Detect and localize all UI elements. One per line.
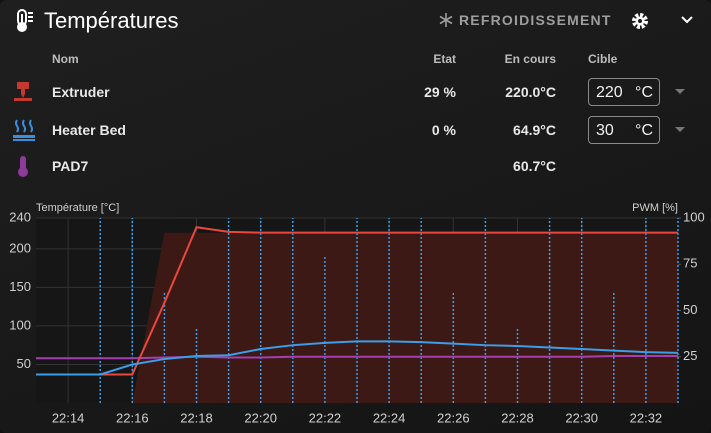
cooldown-button[interactable]: REFROIDISSEMENT xyxy=(459,12,612,28)
target-value: 30 xyxy=(596,122,614,139)
column-header: En cours xyxy=(504,52,556,66)
thermometer-icon xyxy=(17,9,33,32)
y-tick-label: 200 xyxy=(9,240,31,255)
snowflake-icon xyxy=(439,13,453,27)
y2-tick-label: 75 xyxy=(683,256,697,271)
extruder-icon xyxy=(14,82,32,101)
x-tick-label: 22:22 xyxy=(309,410,342,425)
collapse-button[interactable] xyxy=(680,14,694,26)
column-header: Cible xyxy=(588,52,618,66)
x-tick-label: 22:18 xyxy=(180,410,213,425)
target-input[interactable]: 220 °C xyxy=(588,78,660,106)
row-state: 0 % xyxy=(431,122,456,138)
row-name: PAD7 xyxy=(52,158,89,174)
y2-tick-label: 50 xyxy=(683,302,697,317)
temperature-line xyxy=(36,354,678,360)
x-tick-label: 22:16 xyxy=(116,410,149,425)
x-tick-label: 22:30 xyxy=(565,410,598,425)
x-tick-label: 22:20 xyxy=(244,410,277,425)
y-tick-label: 100 xyxy=(9,317,31,332)
x-tick-label: 22:24 xyxy=(373,410,406,425)
target-dropdown[interactable] xyxy=(674,88,686,96)
row-current: 64.9°C xyxy=(513,122,556,138)
target-dropdown[interactable] xyxy=(674,126,686,134)
column-header: Nom xyxy=(52,52,79,66)
column-header: Etat xyxy=(433,52,456,66)
y-tick-label: 50 xyxy=(17,356,31,371)
target-value: 220 xyxy=(596,84,623,101)
x-tick-label: 22:28 xyxy=(501,410,534,425)
row-name: Extruder xyxy=(52,84,110,100)
temperature-line xyxy=(36,340,679,376)
row-state: 29 % xyxy=(424,84,456,100)
chart: 50 100 150 200 240 25 50 75 100 22:14 22:16 22:18 22… xyxy=(9,202,705,426)
target-unit: °C xyxy=(635,122,653,139)
row-current: 60.7°C xyxy=(513,158,556,174)
temperature-line xyxy=(36,226,678,376)
y-tick-label: 150 xyxy=(9,279,31,294)
title: Températures xyxy=(44,8,179,33)
target-unit: °C xyxy=(635,84,653,101)
row-name: Heater Bed xyxy=(52,122,126,138)
heater-bed-icon xyxy=(13,119,35,141)
y-axis-label: Température [°C] xyxy=(36,202,119,214)
x-tick-label: 22:14 xyxy=(52,410,85,425)
target-input[interactable]: 30 °C xyxy=(588,116,660,144)
x-tick-label: 22:26 xyxy=(437,410,470,425)
x-tick-label: 22:32 xyxy=(630,410,663,425)
row-current: 220.0°C xyxy=(505,84,556,100)
y2-tick-label: 25 xyxy=(683,348,697,363)
y-tick-label: 240 xyxy=(9,209,31,224)
settings-button[interactable] xyxy=(631,12,649,30)
y2-axis-label: PWM [%] xyxy=(632,202,678,214)
y2-tick-label: 100 xyxy=(683,209,705,224)
sensor-icon xyxy=(18,156,28,177)
